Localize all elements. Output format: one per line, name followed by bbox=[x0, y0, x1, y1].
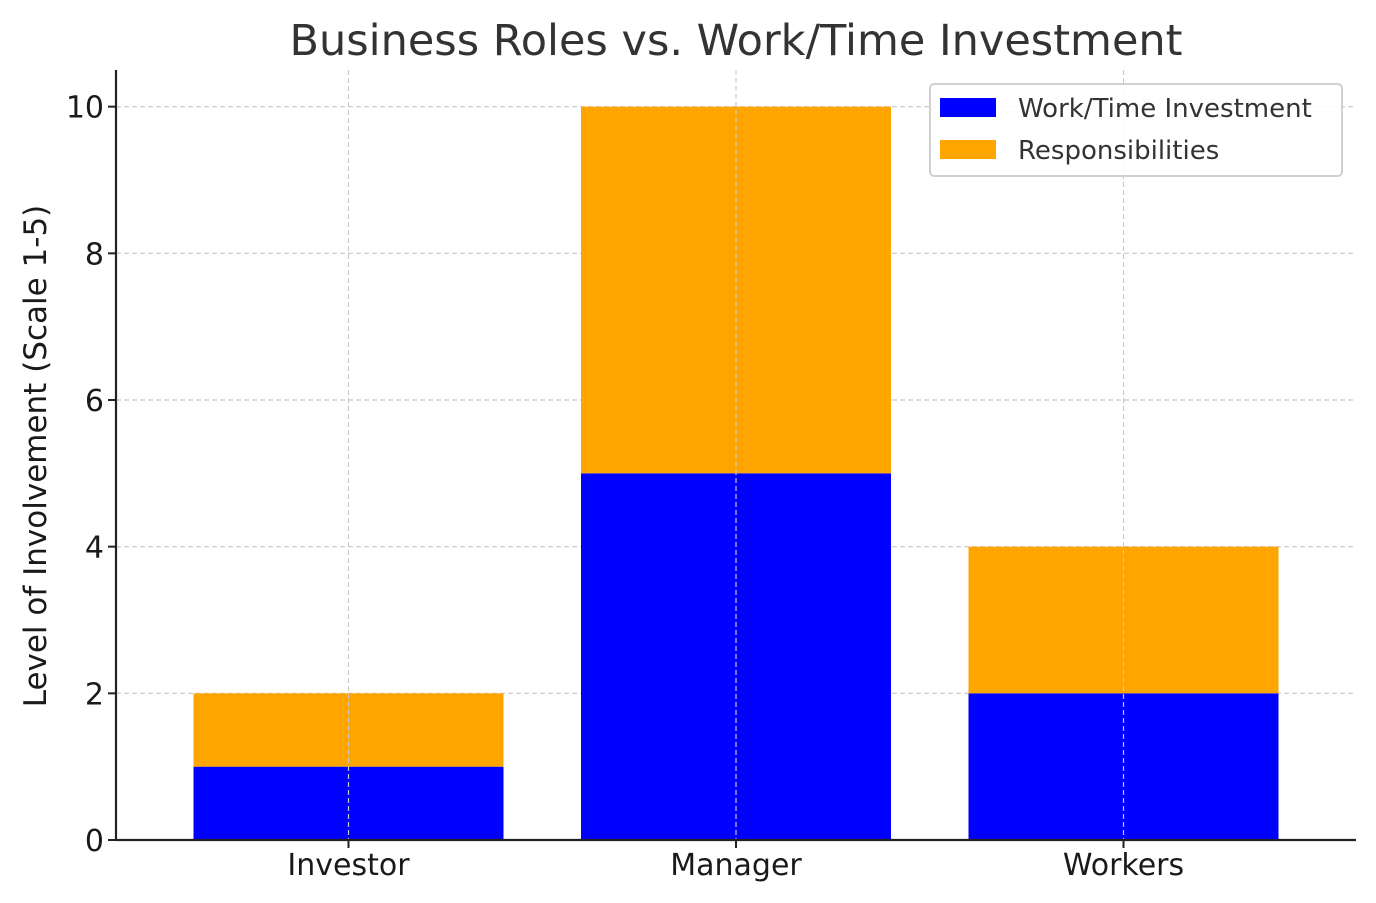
legend-box bbox=[929, 83, 1343, 177]
legend-swatch-responsibilities bbox=[940, 140, 996, 159]
axes bbox=[108, 70, 1356, 848]
vertical-grid bbox=[347, 70, 1125, 840]
y-tick-label: 8 bbox=[85, 237, 104, 272]
x-tick-label: Manager bbox=[670, 848, 802, 883]
tick-labels: 0 2 4 6 8 10 Investor Manager Workers bbox=[66, 91, 1184, 883]
legend: Work/Time Investment Responsibilities bbox=[929, 83, 1343, 177]
y-tick-label: 10 bbox=[66, 91, 104, 126]
legend-swatch-work-time bbox=[940, 98, 996, 117]
y-tick-label: 6 bbox=[85, 384, 104, 419]
chart-title: Business Roles vs. Work/Time Investment bbox=[289, 16, 1182, 66]
legend-label-responsibilities: Responsibilities bbox=[1018, 136, 1219, 166]
y-tick-label: 4 bbox=[85, 531, 104, 566]
bar-workers-responsibilities bbox=[968, 546, 1279, 694]
y-tick-label: 0 bbox=[85, 824, 104, 859]
y-tick-label: 2 bbox=[85, 677, 104, 712]
y-axis-label: Level of Involvement (Scale 1-5) bbox=[18, 205, 54, 708]
x-tick-label: Workers bbox=[1063, 848, 1184, 883]
legend-label-work-time: Work/Time Investment bbox=[1018, 94, 1312, 124]
x-tick-label: Investor bbox=[287, 848, 410, 883]
